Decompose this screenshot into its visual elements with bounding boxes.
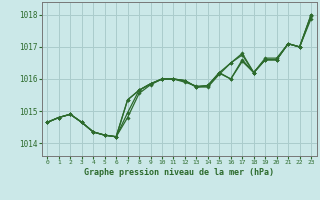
X-axis label: Graphe pression niveau de la mer (hPa): Graphe pression niveau de la mer (hPa) (84, 168, 274, 177)
